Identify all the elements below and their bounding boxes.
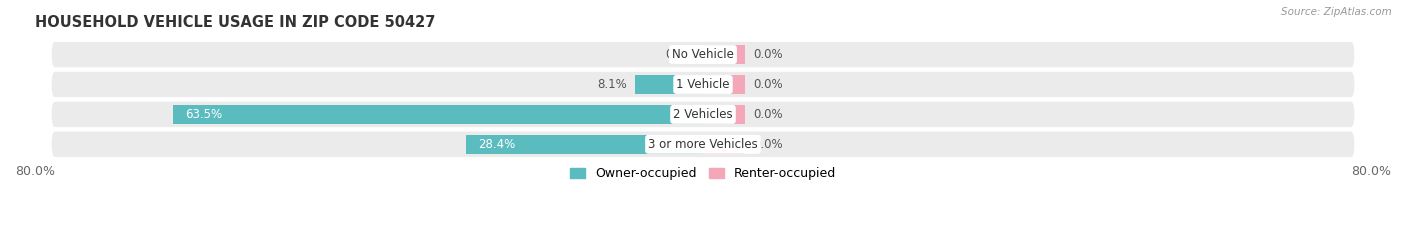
Text: 8.1%: 8.1% xyxy=(598,78,627,91)
Text: 63.5%: 63.5% xyxy=(186,108,222,121)
Bar xyxy=(636,75,703,94)
FancyBboxPatch shape xyxy=(52,72,1354,97)
Bar xyxy=(703,45,745,64)
Text: 2 Vehicles: 2 Vehicles xyxy=(673,108,733,121)
Text: 0.0%: 0.0% xyxy=(754,108,783,121)
FancyBboxPatch shape xyxy=(52,132,1354,157)
Bar xyxy=(703,135,745,154)
Text: 0.0%: 0.0% xyxy=(754,48,783,61)
Text: 1 Vehicle: 1 Vehicle xyxy=(676,78,730,91)
Text: No Vehicle: No Vehicle xyxy=(672,48,734,61)
Text: HOUSEHOLD VEHICLE USAGE IN ZIP CODE 50427: HOUSEHOLD VEHICLE USAGE IN ZIP CODE 5042… xyxy=(35,15,436,30)
Bar xyxy=(703,75,745,94)
Text: 3 or more Vehicles: 3 or more Vehicles xyxy=(648,138,758,151)
FancyBboxPatch shape xyxy=(52,102,1354,127)
Text: 0.0%: 0.0% xyxy=(754,78,783,91)
Text: 0.0%: 0.0% xyxy=(754,138,783,151)
Text: Source: ZipAtlas.com: Source: ZipAtlas.com xyxy=(1281,7,1392,17)
FancyBboxPatch shape xyxy=(52,42,1354,67)
Text: 0.0%: 0.0% xyxy=(665,48,695,61)
Text: 28.4%: 28.4% xyxy=(478,138,516,151)
Bar xyxy=(173,105,703,124)
Bar xyxy=(465,135,703,154)
Bar xyxy=(703,105,745,124)
Legend: Owner-occupied, Renter-occupied: Owner-occupied, Renter-occupied xyxy=(565,162,841,185)
